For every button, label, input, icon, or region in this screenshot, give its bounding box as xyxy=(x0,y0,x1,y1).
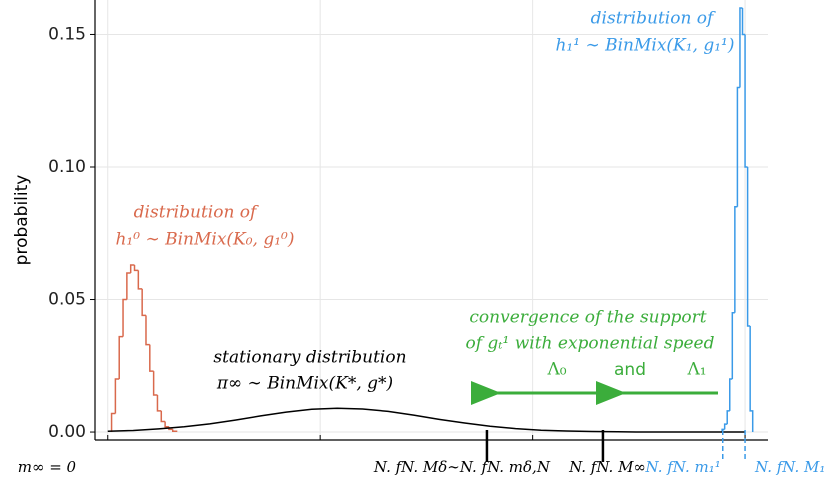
annotation: distribution of xyxy=(591,9,716,29)
y-axis-label: probability xyxy=(12,175,32,266)
histogram-bin xyxy=(149,344,154,372)
x-tick-label: N. fN. M₁¹ xyxy=(754,458,824,476)
annotation: h₁¹ ∼ BinMix(K₁, g₁¹) xyxy=(555,36,734,56)
histogram-bin xyxy=(129,264,135,274)
line xyxy=(107,407,746,433)
histogram-bin xyxy=(160,410,166,423)
x-tick-label: N. fN. m₁¹ xyxy=(645,458,721,476)
annotation: h₁⁰ ∼ BinMix(K₀, g₁⁰) xyxy=(115,230,294,250)
histogram-bin xyxy=(114,378,120,414)
histogram-bin xyxy=(110,412,116,433)
histogram-bin xyxy=(723,423,728,430)
annotation: Λ₀ xyxy=(546,360,566,380)
histogram-bin xyxy=(122,298,127,337)
histogram-bin xyxy=(118,335,124,380)
histogram-bin xyxy=(164,421,169,428)
histogram-bin xyxy=(746,166,751,327)
x-tick-label: m∞ = 0 xyxy=(18,458,77,476)
histogram-bin xyxy=(739,7,743,88)
x-tick-label: N. fN. Mδ∼N. fN. mδ,N xyxy=(373,458,551,476)
annotation: of gₜ¹ with exponential speed xyxy=(466,334,715,354)
y-tick-label: 0.00 xyxy=(48,422,86,442)
histogram-bin xyxy=(749,326,754,433)
annotation: distribution of xyxy=(134,203,259,223)
histogram-bin xyxy=(726,410,730,425)
histogram-bin xyxy=(731,312,735,380)
x-tick-label: N. fN. M∞ xyxy=(568,458,646,476)
annotation: Λ₁ xyxy=(686,360,706,380)
annotation: and xyxy=(614,360,646,380)
histogram-bin xyxy=(126,272,131,300)
y-tick-label: 0.05 xyxy=(48,290,86,310)
histogram-bin xyxy=(734,205,738,313)
histogram-bin xyxy=(141,288,146,317)
histogram-bin xyxy=(137,270,143,290)
histogram-bin xyxy=(744,34,748,168)
histogram-bin xyxy=(729,378,733,411)
y-tick-label: 0.15 xyxy=(48,24,86,44)
histogram-bin xyxy=(741,7,746,36)
histogram-bin xyxy=(156,394,162,412)
annotation: stationary distribution xyxy=(213,348,406,368)
y-tick-label: 0.10 xyxy=(48,157,86,177)
annotation: π∞ ∼ BinMix(K*, g*) xyxy=(216,374,393,394)
annotation: convergence of the support xyxy=(469,308,706,328)
histogram-bin xyxy=(152,371,158,396)
histogram-bin xyxy=(133,265,139,272)
histogram-bin xyxy=(145,315,150,346)
histogram-bin xyxy=(736,86,740,207)
histogram-bin xyxy=(172,429,178,433)
plot xyxy=(107,7,754,433)
